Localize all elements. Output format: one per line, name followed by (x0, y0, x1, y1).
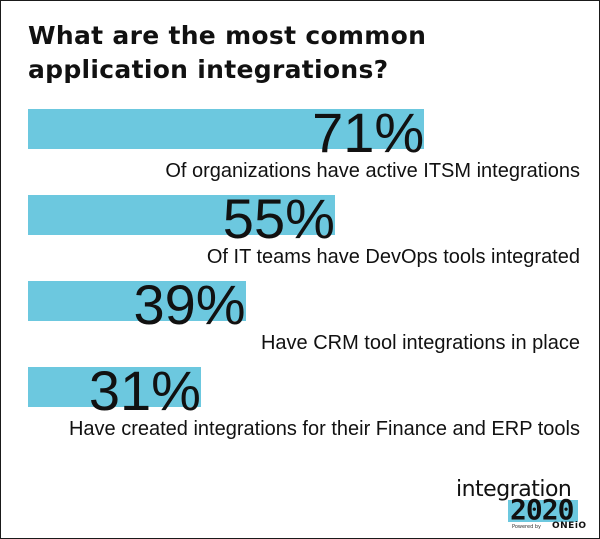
bar-1-description: Of organizations have active ITSM integr… (165, 160, 580, 182)
bar-1-value-label: 71% (312, 101, 425, 164)
logo-word: integration (456, 477, 572, 502)
bar-4-description: Have created integrations for their Fina… (68, 418, 580, 440)
bar-3 (28, 281, 246, 321)
bar-2-description: Of IT teams have DevOps tools integrated (206, 246, 580, 268)
bar-4 (28, 367, 201, 407)
chart-title: What are the most common application int… (28, 19, 588, 87)
logo-brand: ONEiO (552, 521, 587, 531)
logo-accent-block (508, 500, 578, 522)
bar-2 (28, 195, 335, 235)
logo-year: 2020 (510, 493, 574, 526)
integration-2020-logo: integration 2020 Powered by ONEiO (456, 477, 586, 531)
bar-3-value-label: 39% (133, 273, 246, 336)
logo-powered-by: Powered by (512, 524, 541, 530)
bar-1 (28, 109, 425, 149)
bar-4-value-label: 31% (88, 359, 201, 422)
title-line-2: application integrations? (28, 55, 389, 84)
title-line-1: What are the most common (28, 21, 427, 50)
bar-2-value-label: 55% (222, 187, 335, 250)
bar-3-description: Have CRM tool integrations in place (260, 332, 580, 354)
